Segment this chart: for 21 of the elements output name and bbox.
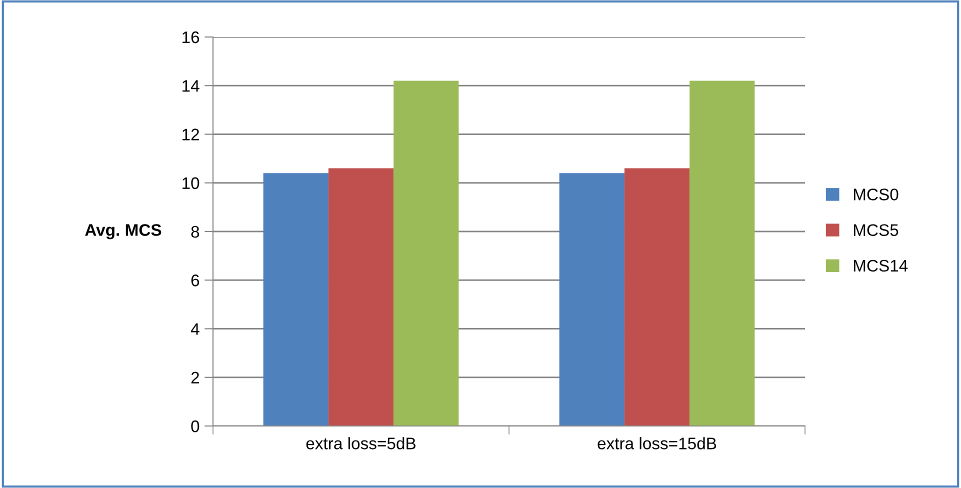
y-tick-label: 6	[191, 274, 200, 286]
bar	[559, 173, 624, 426]
x-tick-label: extra loss=5dB	[306, 437, 416, 450]
legend-label: MCS14	[854, 260, 908, 272]
y-tick-label: 14	[182, 80, 200, 92]
y-axis-title: Avg. MCS	[85, 224, 162, 240]
legend-label: MCS0	[854, 188, 898, 200]
y-tick-label: 10	[182, 177, 200, 190]
y-tick-label: 8	[191, 226, 200, 238]
y-tick-label: 0	[191, 420, 200, 432]
legend-label: MCS5	[854, 224, 898, 236]
bar	[328, 168, 394, 426]
y-tick-label: 12	[182, 128, 199, 140]
bar	[394, 80, 459, 426]
x-tick-label: extra loss=15dB	[598, 437, 716, 450]
bar	[690, 80, 755, 426]
y-tick-label: 4	[190, 323, 200, 335]
y-tick-label: 2	[191, 372, 199, 384]
bar	[263, 173, 328, 426]
y-tick-label: 16	[182, 31, 200, 44]
bar	[624, 168, 690, 426]
